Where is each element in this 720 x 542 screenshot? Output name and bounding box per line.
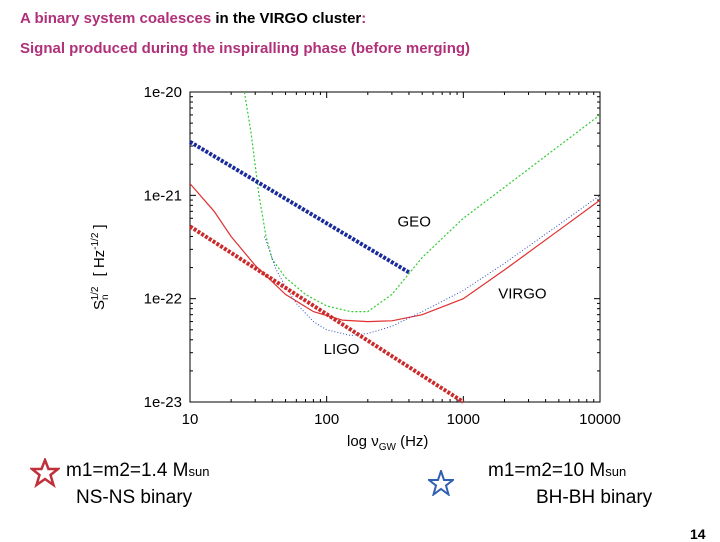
series-line-ns-ns-signal — [188, 224, 465, 404]
plot-frame — [189, 91, 601, 403]
annotation-virgo: VIRGO — [498, 286, 546, 303]
y-axis-label-sup: 1/2 — [90, 286, 101, 300]
y-tick-label: 1e-22 — [144, 291, 182, 308]
bh-mass-text: m1=m2=10 M — [488, 460, 606, 481]
y-tick-label: 1e-23 — [144, 394, 182, 411]
x-tick-label: 100 — [314, 411, 339, 428]
ns-star-icon — [30, 458, 60, 488]
slide-subtitle: Signal produced during the inspiralling … — [20, 40, 471, 57]
bh-star-icon — [428, 470, 454, 496]
y-tick-label: 1e-20 — [144, 84, 182, 101]
x-tick-label: 1000 — [447, 411, 480, 428]
series-line-bh-bh-signal — [188, 140, 410, 275]
x-axis-label-nu: ν — [371, 433, 379, 450]
annotation-layer: GEO VIRGO LIGO — [324, 213, 547, 358]
y-axis-label: Sn1/2 [ Hz-1/2] — [90, 224, 111, 310]
page-number: 14 — [690, 526, 706, 542]
series-line-geo — [243, 92, 600, 313]
y-tick-label: 1e-21 — [144, 187, 182, 204]
bh-mass-label: m1=m2=10 Msun — [488, 457, 626, 485]
ns-mass-text: m1=m2=1.4 M — [66, 460, 189, 481]
y-axis-label-unit: [ Hz — [91, 250, 108, 277]
series-line-virgo — [190, 183, 600, 323]
annotation-geo: GEO — [398, 213, 431, 230]
axes-layer: 10 100 1000 10000 1e-20 1e-21 1e-22 1e-23 — [144, 84, 621, 428]
x-axis-label-main: log — [347, 433, 371, 450]
title-part3: : — [361, 10, 367, 27]
ns-mass-sub: sun — [188, 464, 210, 479]
y-axis-label-unit-sup: -1/2 — [90, 232, 101, 250]
slide-title: A binary system coalesces in the VIRGO c… — [20, 10, 366, 27]
x-axis-label-unit: (Hz) — [396, 433, 429, 450]
y-axis-label-sub: n — [100, 294, 111, 300]
y-axis-label-close: ] — [91, 224, 108, 228]
y-axis-label-S: S — [91, 300, 108, 310]
bh-mass-sub: sun — [605, 464, 627, 479]
title-part1: A binary system coalesces — [20, 10, 216, 27]
annotation-ligo: LIGO — [324, 341, 360, 358]
bh-type-label: BH-BH binary — [536, 487, 653, 508]
ns-type-label: NS-NS binary — [76, 487, 193, 508]
series-layer — [188, 92, 600, 404]
axis-labels-layer: log νGW (Hz) Sn1/2 [ Hz-1/2] — [90, 224, 428, 453]
x-tick-label: 10 — [182, 411, 199, 428]
title-part2: in the VIRGO cluster — [215, 10, 362, 27]
x-tick-label: 10000 — [579, 411, 621, 428]
x-axis-label: log νGW (Hz) — [347, 433, 428, 453]
ns-mass-label: m1=m2=1.4 Msun — [66, 457, 209, 485]
series-line-ligo — [263, 194, 600, 337]
x-axis-label-sub: GW — [379, 442, 397, 453]
